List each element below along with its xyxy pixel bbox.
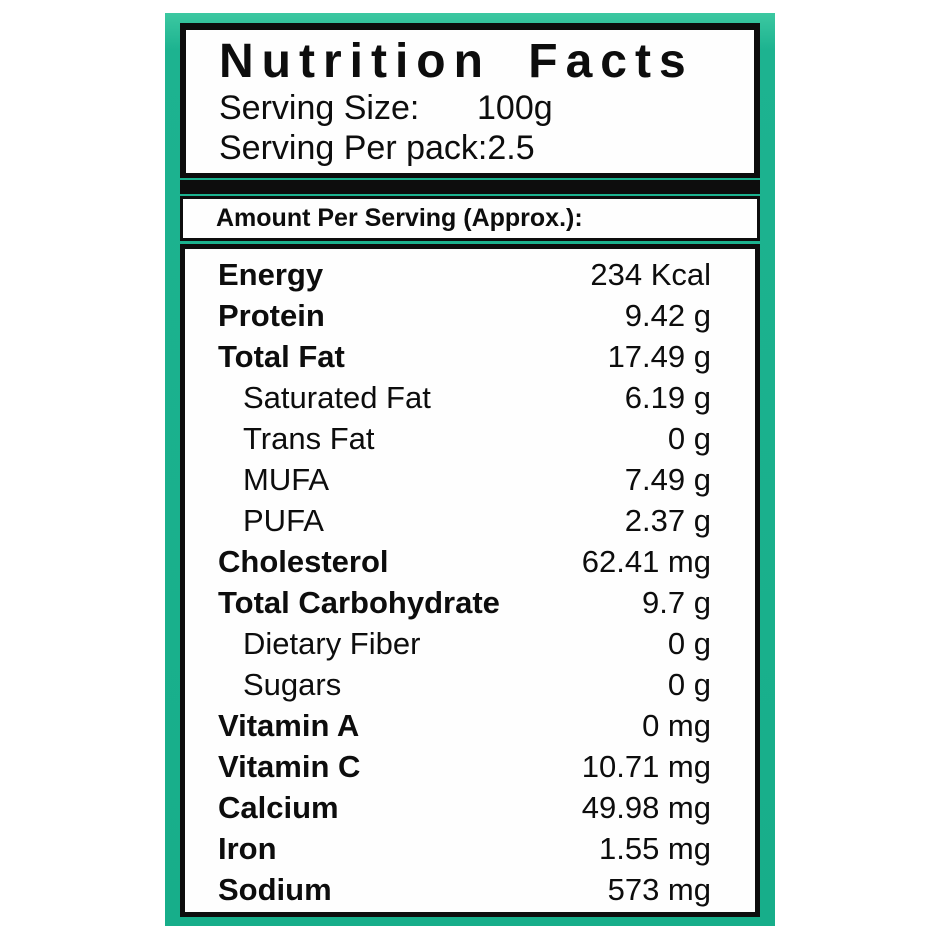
nutrients-table: Energy 234 Kcal Protein 9.42 g Total Fat… <box>218 254 711 910</box>
nutrient-name: Sugars <box>243 667 342 702</box>
nutrient-name: Calcium <box>218 790 339 825</box>
nutrient-value: 62.41 mg <box>581 544 711 579</box>
nutrient-name: Vitamin C <box>218 749 361 784</box>
serving-size-label: Serving Size: <box>219 89 420 127</box>
nutrient-row: PUFA 2.37 g <box>218 500 711 541</box>
nutrient-name: PUFA <box>243 503 324 538</box>
nutrient-name: MUFA <box>243 462 330 497</box>
nutrient-row: Cholesterol 62.41 mg <box>218 541 711 582</box>
nutrient-value: 7.49 g <box>624 462 711 497</box>
nutrient-name: Total Fat <box>218 339 345 374</box>
serving-size-row: Serving Size: 100g <box>219 88 724 128</box>
label-frame: Nutrition Facts Serving Size: 100g Servin… <box>165 13 775 926</box>
nutrient-name: Dietary Fiber <box>243 626 421 661</box>
nutrient-row: Energy 234 Kcal <box>218 254 711 295</box>
nutrient-name: Energy <box>218 257 324 292</box>
nutrient-row: Vitamin A 0 mg <box>218 705 711 746</box>
nutrient-value: 9.7 g <box>642 585 711 620</box>
amount-per-serving-box: Amount Per Serving (Approx.): <box>180 196 760 241</box>
nutrient-value: 0 mg <box>642 708 711 743</box>
nutrient-value: 234 Kcal <box>590 257 711 292</box>
nutrient-name: Cholesterol <box>218 544 389 579</box>
nutrient-value: 2.37 g <box>624 503 711 538</box>
nutrient-value: 6.19 g <box>624 380 711 415</box>
nutrient-row: Iron 1.55 mg <box>218 828 711 869</box>
thick-divider-bar <box>180 180 760 194</box>
serving-per-pack-row: Serving Per pack:2.5 <box>219 128 724 168</box>
nutrient-row: Saturated Fat 6.19 g <box>218 377 711 418</box>
nutrient-name: Protein <box>218 298 325 333</box>
nutrient-value: 0 g <box>667 667 711 702</box>
nutrient-row: Total Fat 17.49 g <box>218 336 711 377</box>
nutrients-box: Energy 234 Kcal Protein 9.42 g Total Fat… <box>180 244 760 917</box>
nutrient-value: 0 g <box>667 626 711 661</box>
nutrient-row: Protein 9.42 g <box>218 295 711 336</box>
nutrient-row: Trans Fat 0 g <box>218 418 711 459</box>
nutrient-row: Vitamin C 10.71 mg <box>218 746 711 787</box>
serving-per-pack-label: Serving Per pack: <box>219 129 488 167</box>
nutrient-value: 1.55 mg <box>598 831 711 866</box>
serving-size-value: 100g <box>477 89 553 127</box>
nutrient-name: Trans Fat <box>243 421 375 456</box>
label-title: Nutrition Facts <box>219 35 694 88</box>
nutrient-name: Vitamin A <box>218 708 360 743</box>
nutrient-value: 10.71 mg <box>581 749 711 784</box>
nutrient-row: Calcium 49.98 mg <box>218 787 711 828</box>
nutrient-value: 49.98 mg <box>581 790 711 825</box>
amount-per-serving-heading: Amount Per Serving (Approx.): <box>216 204 583 232</box>
nutrient-value: 0 g <box>667 421 711 456</box>
nutrient-row: Dietary Fiber 0 g <box>218 623 711 664</box>
nutrient-row: MUFA 7.49 g <box>218 459 711 500</box>
nutrient-row: Total Carbohydrate 9.7 g <box>218 582 711 623</box>
nutrient-name: Saturated Fat <box>243 380 431 415</box>
nutrient-row: Sugars 0 g <box>218 664 711 705</box>
nutrient-name: Sodium <box>218 872 332 907</box>
header-box: Nutrition Facts Serving Size: 100g Servin… <box>180 23 760 178</box>
nutrient-value: 573 mg <box>607 872 711 907</box>
nutrient-name: Iron <box>218 831 277 866</box>
nutrient-name: Total Carbohydrate <box>218 585 500 620</box>
nutrient-value: 9.42 g <box>624 298 711 333</box>
nutrient-value: 17.49 g <box>607 339 711 374</box>
serving-per-pack-value: 2.5 <box>487 129 535 167</box>
nutrient-row: Sodium 573 mg <box>218 869 711 910</box>
